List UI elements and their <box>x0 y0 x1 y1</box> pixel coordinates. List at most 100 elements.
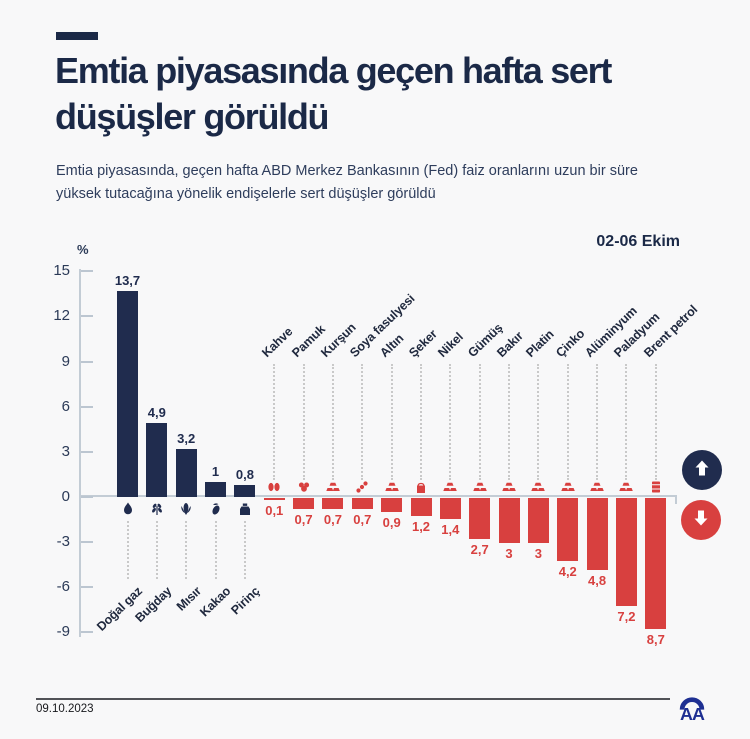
category-label-platin: Platin <box>523 327 558 360</box>
leader-line-şeker <box>420 364 422 480</box>
y-tick-label: 6 <box>61 397 70 415</box>
bar-çinko <box>557 498 579 562</box>
zero-baseline-end-tick <box>675 495 677 504</box>
value-label-platin: 3 <box>534 546 543 562</box>
leader-line-pamuk <box>302 364 305 480</box>
y-tick-mark <box>81 315 93 318</box>
y-tick-label: 3 <box>61 442 70 460</box>
bar-soya-fasulyesi <box>351 498 373 509</box>
sugar-bag-icon <box>414 480 428 494</box>
coffee-beans-icon <box>267 480 281 494</box>
leader-line-soya-fasulyesi <box>361 364 364 480</box>
y-tick-label: 15 <box>53 262 70 280</box>
category-label-kakao: Kakao <box>197 584 234 620</box>
value-label-pirinç: 0,8 <box>235 466 254 482</box>
y-tick-mark <box>81 360 93 363</box>
value-label-brent-petrol: 8,7 <box>646 631 665 647</box>
anadolu-agency-logo: AA <box>676 685 708 724</box>
title-line-1: Emtia piyasasında geçen hafta sert <box>55 50 612 91</box>
leader-line-alüminyum <box>596 364 599 480</box>
value-label-kahve: 0,1 <box>265 503 284 518</box>
y-tick-label: 0 <box>61 488 70 505</box>
ingot-icon <box>590 480 604 494</box>
y-tick-mark <box>81 631 93 634</box>
y-tick-mark <box>81 496 93 498</box>
leader-line-gümüş <box>478 364 481 480</box>
leader-line-kakao <box>214 521 217 579</box>
ingot-icon <box>561 480 575 494</box>
bar-mısır <box>175 448 197 497</box>
y-tick-mark <box>81 541 93 544</box>
value-label-pamuk: 0,7 <box>294 511 313 527</box>
leader-line-doğal-gaz <box>126 521 129 579</box>
category-label-pirinç: Pirinç <box>228 584 263 618</box>
y-tick-label: -3 <box>56 533 70 551</box>
leader-line-brent-petrol <box>654 364 657 480</box>
bar-buğday <box>146 423 168 497</box>
subtitle: Emtia piyasasında, geçen hafta ABD Merke… <box>56 163 638 202</box>
bar-alüminyum <box>586 498 608 571</box>
cocoa-icon <box>209 502 223 516</box>
y-tick-label: -9 <box>56 623 70 641</box>
bar-nikel <box>439 498 461 520</box>
up-arrow-icon <box>692 458 712 483</box>
y-tick-mark <box>81 450 93 453</box>
value-label-soya-fasulyesi: 0,7 <box>353 511 372 527</box>
bar-kahve <box>263 498 285 500</box>
rice-sack-icon <box>238 502 252 516</box>
soybean-icon <box>355 480 369 494</box>
value-label-mısır: 3,2 <box>177 430 196 446</box>
bar-altın <box>381 498 403 512</box>
bar-doğal-gaz <box>117 290 138 497</box>
leader-line-platin <box>537 364 540 480</box>
bar-brent-petrol <box>645 498 667 629</box>
y-tick-mark <box>81 270 93 273</box>
leader-line-kahve <box>273 364 276 480</box>
decrease-legend-badge <box>681 500 721 540</box>
value-label-altın: 0,9 <box>382 514 401 530</box>
wheat-icon <box>150 502 164 516</box>
value-label-gümüş: 2,7 <box>470 541 489 557</box>
ingot-icon <box>502 480 516 494</box>
leader-line-nikel <box>449 364 452 480</box>
ingot-icon <box>443 480 458 494</box>
value-label-şeker: 1,2 <box>411 519 431 535</box>
leader-line-kurşun <box>331 364 334 480</box>
zero-baseline <box>79 495 677 497</box>
title-line-2: düşüşler görüldü <box>55 96 330 137</box>
bar-paladyum <box>615 498 637 607</box>
y-tick-mark <box>81 586 93 589</box>
value-label-kurşun: 0,7 <box>323 511 342 527</box>
leader-line-altın <box>390 364 393 480</box>
bar-platin <box>527 498 549 544</box>
ingot-icon <box>472 480 487 494</box>
value-label-nikel: 1,4 <box>441 522 460 538</box>
y-tick-label: 9 <box>61 352 70 370</box>
bar-şeker <box>410 498 432 517</box>
category-label-nikel: Nikel <box>435 329 467 360</box>
y-axis-unit-label: % <box>77 242 89 257</box>
ingot-icon <box>326 480 340 494</box>
leader-line-bakır <box>508 364 511 480</box>
category-label-şeker: Şeker <box>406 326 440 360</box>
period-label: 02-06 Ekim <box>596 233 680 250</box>
value-label-bakır: 3 <box>505 546 513 562</box>
y-axis-line <box>79 269 81 637</box>
footer-divider <box>36 698 670 700</box>
down-arrow-icon <box>691 508 711 533</box>
bar-bakır <box>498 498 520 544</box>
value-label-paladyum: 7,2 <box>617 609 636 625</box>
y-tick-label: 12 <box>53 307 70 325</box>
bar-pirinç <box>234 484 256 497</box>
page-title: Emtia piyasasında geçen hafta sert düşüşl… <box>55 48 725 140</box>
value-label-kakao: 1 <box>211 463 220 479</box>
bar-kakao <box>205 481 227 497</box>
category-label-kahve: Kahve <box>259 324 296 360</box>
cotton-icon <box>297 480 311 494</box>
category-label-çinko: Çinko <box>553 326 588 360</box>
title-accent-bar <box>56 32 98 40</box>
value-label-alüminyum: 4,8 <box>588 573 607 589</box>
ingot-icon <box>531 480 546 494</box>
publication-date: 09.10.2023 <box>36 703 94 715</box>
